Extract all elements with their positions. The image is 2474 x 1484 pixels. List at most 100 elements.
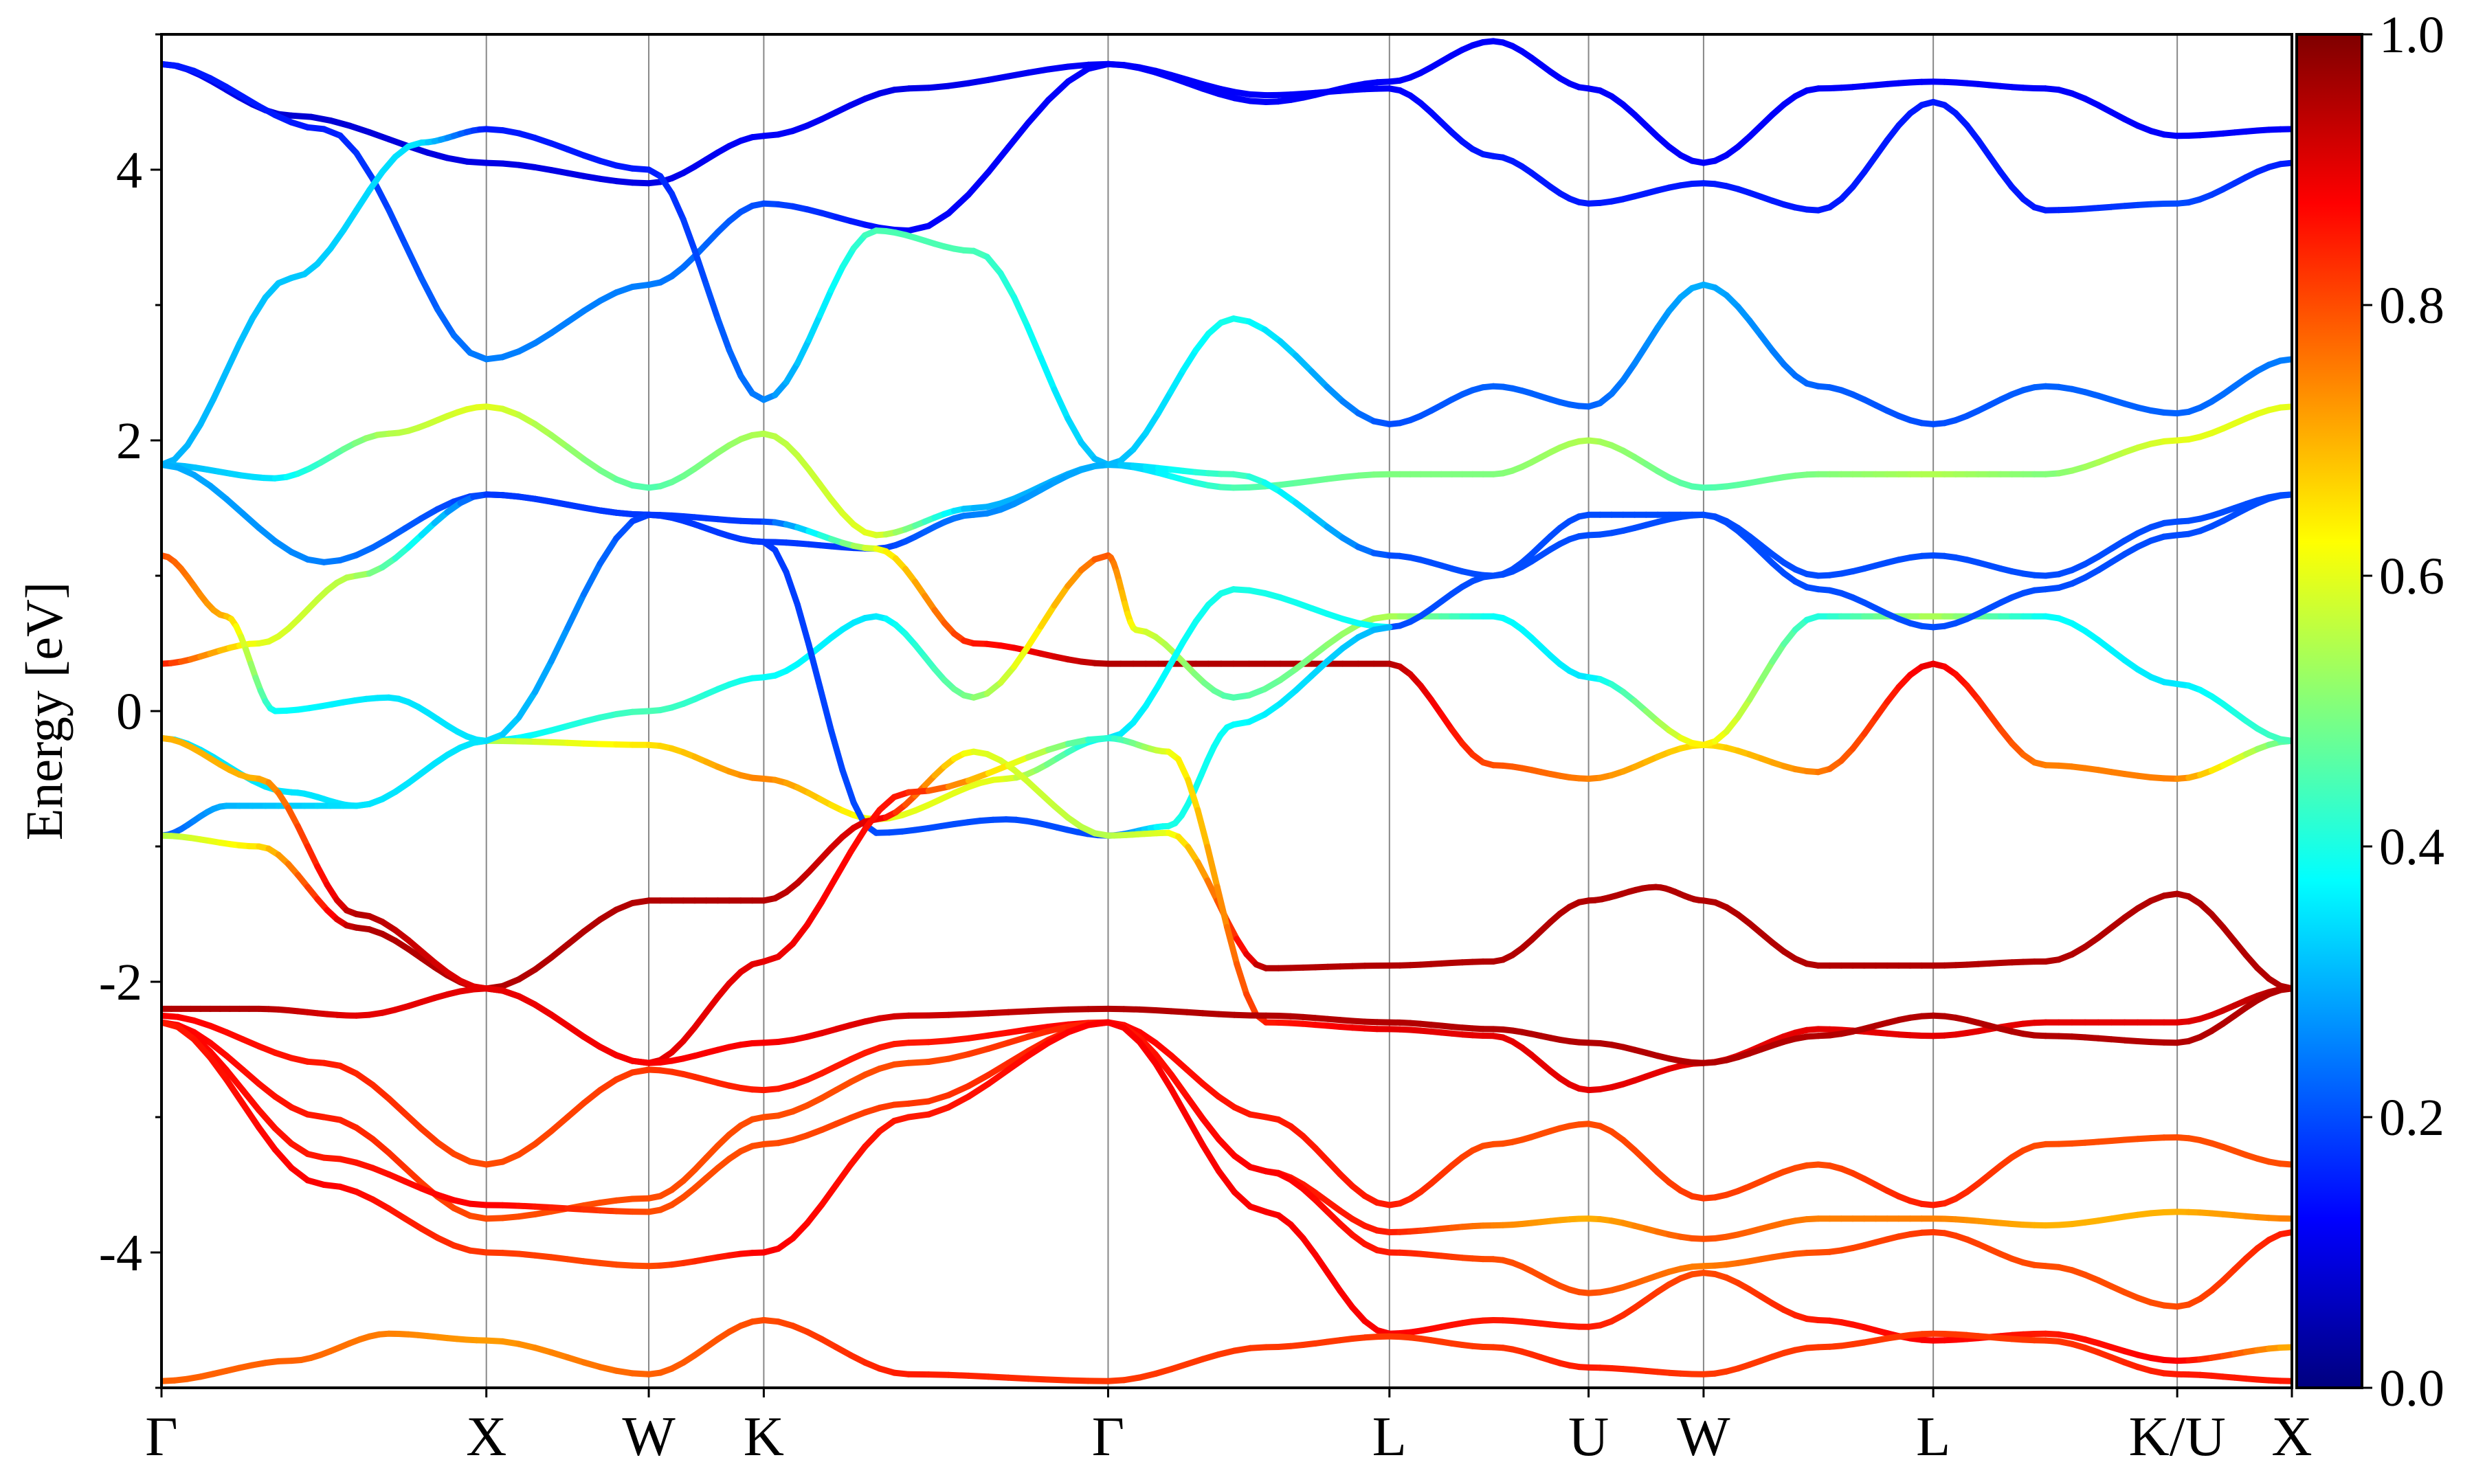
band-segment [1136, 1039, 1159, 1067]
band-segment [1024, 623, 1045, 651]
band-segment [862, 1128, 883, 1150]
band-segment [597, 906, 620, 923]
band-segment [581, 1033, 603, 1050]
band-segment [965, 1032, 992, 1042]
band-segment [369, 1196, 392, 1212]
band-segment [239, 510, 263, 531]
band-segment [223, 1066, 246, 1094]
band-segment [271, 1093, 295, 1111]
band-segment [1873, 137, 1891, 159]
band-segment [816, 481, 834, 503]
band-segment [564, 1022, 587, 1040]
band-segment [564, 591, 587, 631]
band-segment [223, 1053, 246, 1073]
band-segment [772, 547, 790, 576]
band-segment [1986, 711, 2004, 733]
band-segment [905, 1039, 932, 1046]
band-segment [1152, 1051, 1174, 1078]
band-segment [256, 1124, 278, 1153]
band-segment [1849, 169, 1868, 190]
band-line [161, 1317, 2292, 1384]
band-segment [804, 899, 825, 928]
band-segment [2277, 491, 2292, 499]
band-segment [1975, 137, 1993, 159]
band-segment [1142, 410, 1161, 436]
band-segment [1025, 97, 1051, 126]
band-segment [353, 1070, 376, 1088]
band-segment [1324, 1270, 1344, 1294]
band-segment [1045, 1006, 1071, 1013]
band-segment [1642, 324, 1661, 349]
band-segment [1849, 730, 1868, 752]
band-segment [691, 1009, 710, 1031]
band-segment [965, 770, 992, 784]
band-segment [307, 113, 334, 124]
band-segment [386, 207, 408, 247]
band-segment [1861, 715, 1879, 737]
band-segment [239, 1087, 263, 1114]
band-segment [1735, 696, 1753, 721]
band-segment [1180, 347, 1199, 374]
band-segment [945, 1011, 972, 1018]
band-segment [256, 524, 278, 545]
band-segment [402, 515, 425, 532]
band-segment [1192, 330, 1212, 354]
band-segment [434, 1139, 457, 1158]
band-segment [691, 247, 710, 288]
band-segment [905, 1098, 932, 1107]
band-segment [985, 1059, 1012, 1079]
band-segment [983, 254, 1004, 277]
band-segment [1884, 684, 1902, 705]
band-segment [1277, 666, 1300, 684]
band-segment [833, 1161, 854, 1188]
x-tick-label: K [744, 1405, 784, 1468]
band-segment [985, 73, 1012, 83]
band-segment [965, 1372, 992, 1380]
band-segment [1168, 1071, 1190, 1100]
band-segment [703, 281, 721, 322]
band-segment [985, 1066, 1012, 1087]
band-segment [1142, 682, 1161, 710]
band-segment [1308, 368, 1330, 390]
band-segment [833, 848, 854, 880]
band-segment [532, 1127, 555, 1147]
band-segment [386, 1205, 408, 1222]
band-segment [1024, 323, 1045, 361]
band-segment [1183, 1066, 1206, 1087]
band-segment [532, 420, 555, 438]
band-segment [597, 1076, 620, 1094]
band-segment [444, 155, 470, 165]
band-segment [1215, 1093, 1238, 1111]
band-segment [839, 245, 857, 271]
band-segment [1769, 641, 1787, 665]
band-segment [1183, 1093, 1206, 1122]
band-segment [925, 783, 952, 794]
band-segment [905, 1111, 932, 1121]
band-segment [1011, 293, 1031, 330]
band-segment [925, 82, 952, 91]
y-axis-ticks: -4 -2 0 2 4 [99, 33, 161, 1389]
band-segment [805, 312, 823, 344]
band-segment [1199, 1142, 1222, 1174]
y-tick-label: -4 [99, 1224, 142, 1282]
band-segment [1065, 1006, 1091, 1013]
band-segment [965, 1081, 992, 1100]
band-segment [1084, 734, 1111, 743]
band-segment [239, 93, 263, 110]
band-segment [340, 207, 360, 234]
band-segment [1005, 1008, 1032, 1015]
band-segment [1337, 1288, 1356, 1311]
band-segment [985, 1029, 1012, 1039]
band-segment [1199, 1116, 1222, 1143]
band-segment [190, 1036, 214, 1061]
band-segment [775, 941, 796, 960]
colorbar-gradient [2295, 33, 2363, 1389]
band-segment [985, 144, 1012, 175]
band-segment [1261, 700, 1284, 718]
band-segment [1168, 638, 1187, 667]
band-segment [1051, 386, 1071, 422]
band-segment [1183, 1114, 1206, 1149]
band-segment [581, 1087, 603, 1107]
y-tick-label: -2 [99, 954, 142, 1011]
band-line [161, 552, 2292, 748]
